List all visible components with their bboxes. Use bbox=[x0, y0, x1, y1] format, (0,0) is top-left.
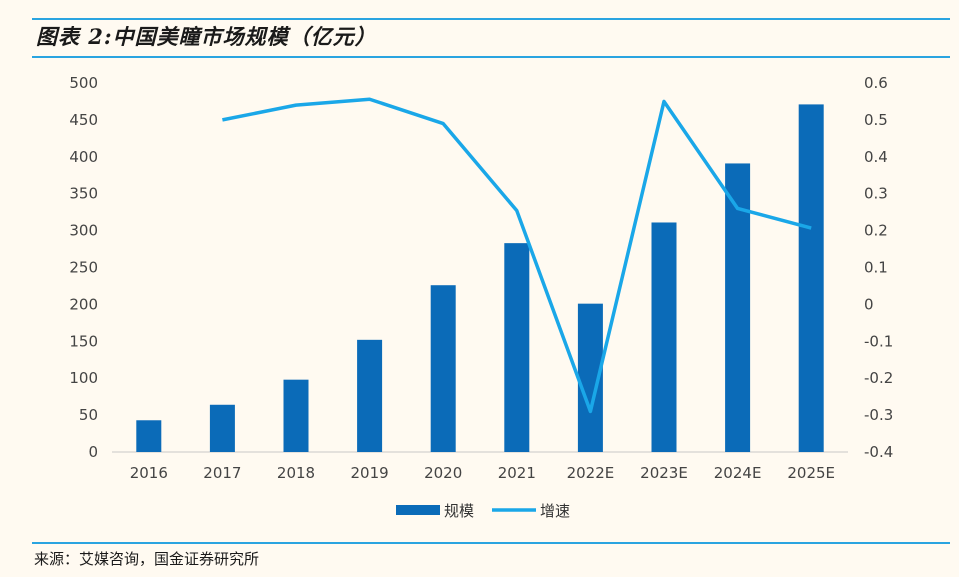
x-tick-label: 2023E bbox=[640, 464, 688, 482]
bar bbox=[504, 243, 530, 452]
bar bbox=[798, 104, 824, 452]
right-axis-ticks: 0.6 0.5 0.4 0.3 0.2 0.1 0 -0.1 -0.2 -0.3 -0.4 bbox=[864, 74, 893, 461]
left-tick-label: 400 bbox=[69, 148, 98, 166]
left-tick-label: 50 bbox=[79, 406, 98, 424]
x-tick-label: 2020 bbox=[424, 464, 462, 482]
left-tick-label: 100 bbox=[69, 369, 98, 387]
bar bbox=[136, 420, 162, 452]
left-tick-label: 0 bbox=[88, 443, 98, 461]
left-tick-label: 500 bbox=[69, 74, 98, 92]
right-tick-label: -0.4 bbox=[864, 443, 893, 461]
right-tick-label: -0.1 bbox=[864, 332, 893, 350]
legend: 规模 增速 bbox=[396, 502, 570, 520]
right-tick-label: 0.5 bbox=[864, 111, 888, 129]
bar bbox=[357, 339, 383, 452]
title-underline bbox=[32, 56, 950, 58]
x-tick-label: 2025E bbox=[787, 464, 835, 482]
top-rule bbox=[32, 18, 950, 20]
x-tick-label: 2022E bbox=[567, 464, 615, 482]
right-tick-label: 0.3 bbox=[864, 185, 888, 203]
x-tick-label: 2017 bbox=[203, 464, 241, 482]
left-tick-label: 350 bbox=[69, 185, 98, 203]
left-tick-label: 300 bbox=[69, 222, 98, 240]
legend-bar-swatch bbox=[396, 505, 440, 515]
x-tick-label: 2018 bbox=[277, 464, 315, 482]
left-tick-label: 450 bbox=[69, 111, 98, 129]
bar-series bbox=[136, 104, 824, 452]
left-tick-label: 250 bbox=[69, 259, 98, 277]
left-tick-label: 200 bbox=[69, 295, 98, 313]
bar bbox=[430, 285, 456, 452]
bar bbox=[209, 404, 235, 452]
right-tick-label: 0 bbox=[864, 295, 874, 313]
right-tick-label: 0.4 bbox=[864, 148, 888, 166]
x-tick-label: 2019 bbox=[351, 464, 389, 482]
bar bbox=[651, 222, 677, 452]
right-tick-label: -0.3 bbox=[864, 406, 893, 424]
x-tick-label: 2021 bbox=[498, 464, 536, 482]
legend-line-label: 增速 bbox=[540, 502, 570, 520]
growth-line bbox=[222, 97, 812, 414]
right-tick-label: 0.1 bbox=[864, 259, 888, 277]
x-tick-label: 2016 bbox=[130, 464, 168, 482]
right-tick-label: 0.6 bbox=[864, 74, 888, 92]
right-tick-label: -0.2 bbox=[864, 369, 893, 387]
right-tick-label: 0.2 bbox=[864, 222, 888, 240]
bottom-rule bbox=[32, 542, 950, 544]
bar bbox=[283, 379, 309, 452]
legend-bar-label: 规模 bbox=[444, 502, 474, 520]
x-tick-label: 2024E bbox=[714, 464, 762, 482]
x-axis-ticks: 2016 2017 2018 2019 2020 2021 2022E 2023E 2024E 2… bbox=[130, 464, 835, 482]
chart-title: 图表 2:中国美瞳市场规模（亿元） bbox=[36, 24, 377, 49]
left-tick-label: 150 bbox=[69, 332, 98, 350]
source-note: 来源：艾媒咨询，国金证券研究所 bbox=[34, 550, 260, 568]
